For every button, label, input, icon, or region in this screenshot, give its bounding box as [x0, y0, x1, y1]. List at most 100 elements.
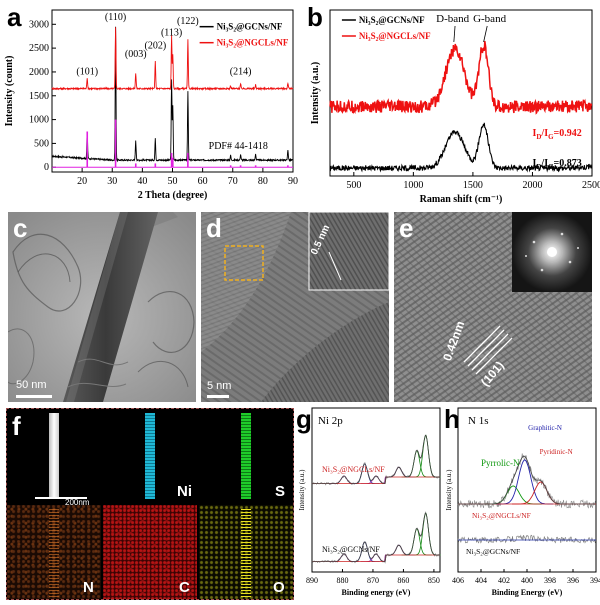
xrd-series-line [51, 26, 294, 163]
xps-n1s-chart: 406 404 402 400 398 396 394 Binding Energy (eV)… [445, 407, 600, 597]
xrd-chart: 20 30 40 50 60 70 80 90 0 500 1000 1500 2000 2500 3000… [4, 9, 298, 201]
scale-bar-d [207, 395, 229, 398]
map-label-s: S [275, 483, 286, 500]
series-label-g-top: Ni₃S₂@NGCLs/NF [322, 465, 385, 474]
series-label-h-top: Ni₃S₂@NGCLs/NF [472, 511, 531, 520]
chart-title-h: N 1s [468, 415, 488, 427]
chart-title-g: Ni 2p [318, 415, 343, 427]
ni-rod [145, 413, 155, 499]
d-band-label: D-band [436, 13, 469, 25]
tem-image-d [201, 212, 389, 402]
x-tick-label-h: 398 [544, 576, 556, 585]
inset-d [308, 212, 389, 291]
scale-label-f: 200nm [65, 498, 90, 507]
legend-entry-a: Ni₃S₂@NGCLs/NF [217, 38, 289, 48]
map-label-n: N [83, 579, 94, 596]
scale-bar-f [35, 497, 87, 499]
plot-frame-b [329, 9, 593, 177]
x-tick-label-b: 2000 [522, 180, 542, 191]
raman-chart: 500 1000 1500 2000 2500 Raman shift (cm⁻¹) Int… [310, 9, 600, 205]
y-axis-label-g: Intensity (a.u.) [298, 469, 306, 511]
x-tick-label-a: 80 [258, 176, 268, 187]
x-tick-label-a: 90 [288, 176, 298, 187]
legend-entry-a: Ni₃S₂@GCNs/NF [217, 22, 283, 32]
legend-entry-b: Ni₃S₂@GCNs/NF [359, 15, 425, 25]
raman-series-line [329, 40, 593, 115]
panel-label-b: b [307, 2, 323, 32]
series-label-g-bottom: Ni₃S₂@GCNs/NF [322, 545, 380, 554]
x-tick-label-g: 870 [367, 576, 379, 585]
o-rod [241, 507, 251, 597]
y-tick-label-a: 1000 [29, 115, 49, 126]
x-tick-label-g: 890 [306, 576, 318, 585]
graphitic-n-label: Graphitic-N [528, 424, 562, 432]
xps-component-peak [383, 466, 414, 484]
panel-label-c: c [13, 213, 28, 243]
y-axis-label-b: Intensity (a.u.) [310, 62, 321, 125]
x-tick-label-b: 500 [346, 180, 361, 191]
pyridinic-n-label: Pyridinic-N [540, 448, 573, 456]
legend-entry-b: Ni₃S₂@NGCLs/NF [359, 31, 431, 41]
xrd-series-line [51, 27, 294, 92]
xps-background-line [312, 476, 440, 484]
peak-index-label: (110) [105, 12, 126, 23]
x-axis-label-h: Binding Energy (eV) [492, 588, 563, 597]
x-tick-label-a: 50 [168, 176, 178, 187]
panel-label-h: h [444, 404, 460, 434]
peak-index-label: (214) [230, 66, 252, 77]
g-band-pointer [483, 25, 488, 43]
panel-f-mapping: 200nm Ni S N C O f [6, 408, 294, 600]
xps-component-peak [328, 553, 359, 562]
d-band-pointer [453, 25, 456, 43]
map-label-c: C [179, 579, 190, 596]
ratio-label-black: ID/IG=0.873 [532, 158, 581, 171]
panel-label-a: a [7, 2, 22, 32]
y-tick-label-a: 1500 [29, 91, 49, 102]
xps-ni2p-chart: 890 880 870 860 850 Binding energy (eV) Intens… [298, 407, 441, 597]
panel-d-hrtem: d 0.5 nm 5 nm [201, 212, 389, 402]
series-label-h-bottom: Ni₃S₂@GCNs/NF [466, 547, 520, 556]
map-n: N [7, 505, 101, 599]
map-label-ni: Ni [177, 483, 192, 500]
xps-fit-line [312, 512, 440, 563]
x-tick-label-h: 406 [452, 576, 464, 585]
map-ni: Ni [103, 409, 197, 503]
panel-label-d: d [206, 213, 222, 243]
x-tick-label-a: 70 [228, 176, 238, 187]
x-tick-label-g: 880 [336, 576, 348, 585]
xps-component-peak [512, 481, 570, 505]
x-tick-label-a: 40 [137, 176, 147, 187]
x-tick-label-b: 2500 [582, 180, 600, 191]
map-s: S [199, 409, 293, 503]
xps-background-line [312, 554, 440, 562]
g-band-label: G-band [473, 13, 506, 25]
peak-index-label: (113) [161, 28, 182, 39]
x-axis-label-g: Binding energy (eV) [342, 588, 411, 597]
peak-index-label: (101) [76, 66, 98, 77]
x-axis-label-b: Raman shift (cm⁻¹) [420, 194, 503, 205]
scale-label-c: 50 nm [16, 379, 47, 391]
xps-raw-line-lower [457, 534, 596, 544]
sem-rod [49, 413, 59, 497]
y-axis-label-a: Intensity (count) [4, 56, 15, 127]
panel-c-tem: c 50 nm [8, 212, 196, 402]
s-rod [241, 413, 251, 499]
panel-e-lattice: e 0.42nm (101) [394, 212, 592, 402]
map-o: O [199, 505, 293, 599]
x-tick-label-a: 60 [198, 176, 208, 187]
tem-image-e [394, 212, 592, 402]
scale-label-d: 5 nm [207, 380, 232, 392]
y-tick-label-a: 500 [34, 138, 49, 149]
x-axis-label-a: 2 Theta (degree) [138, 190, 208, 201]
panel-h: 406 404 402 400 398 396 394 Binding Energy (eV)… [444, 400, 600, 605]
raman-series-line [329, 122, 593, 173]
x-tick-label-h: 404 [475, 576, 487, 585]
xps-fit-line [312, 434, 440, 485]
y-axis-label-h: Intensity (a.u.) [445, 469, 453, 511]
x-tick-label-g: 850 [428, 576, 440, 585]
panel-label-f: f [12, 411, 21, 441]
selected-region-box [224, 245, 264, 281]
y-tick-label-a: 0 [44, 162, 49, 173]
x-tick-label-h: 396 [567, 576, 579, 585]
x-tick-label-h: 400 [521, 576, 533, 585]
